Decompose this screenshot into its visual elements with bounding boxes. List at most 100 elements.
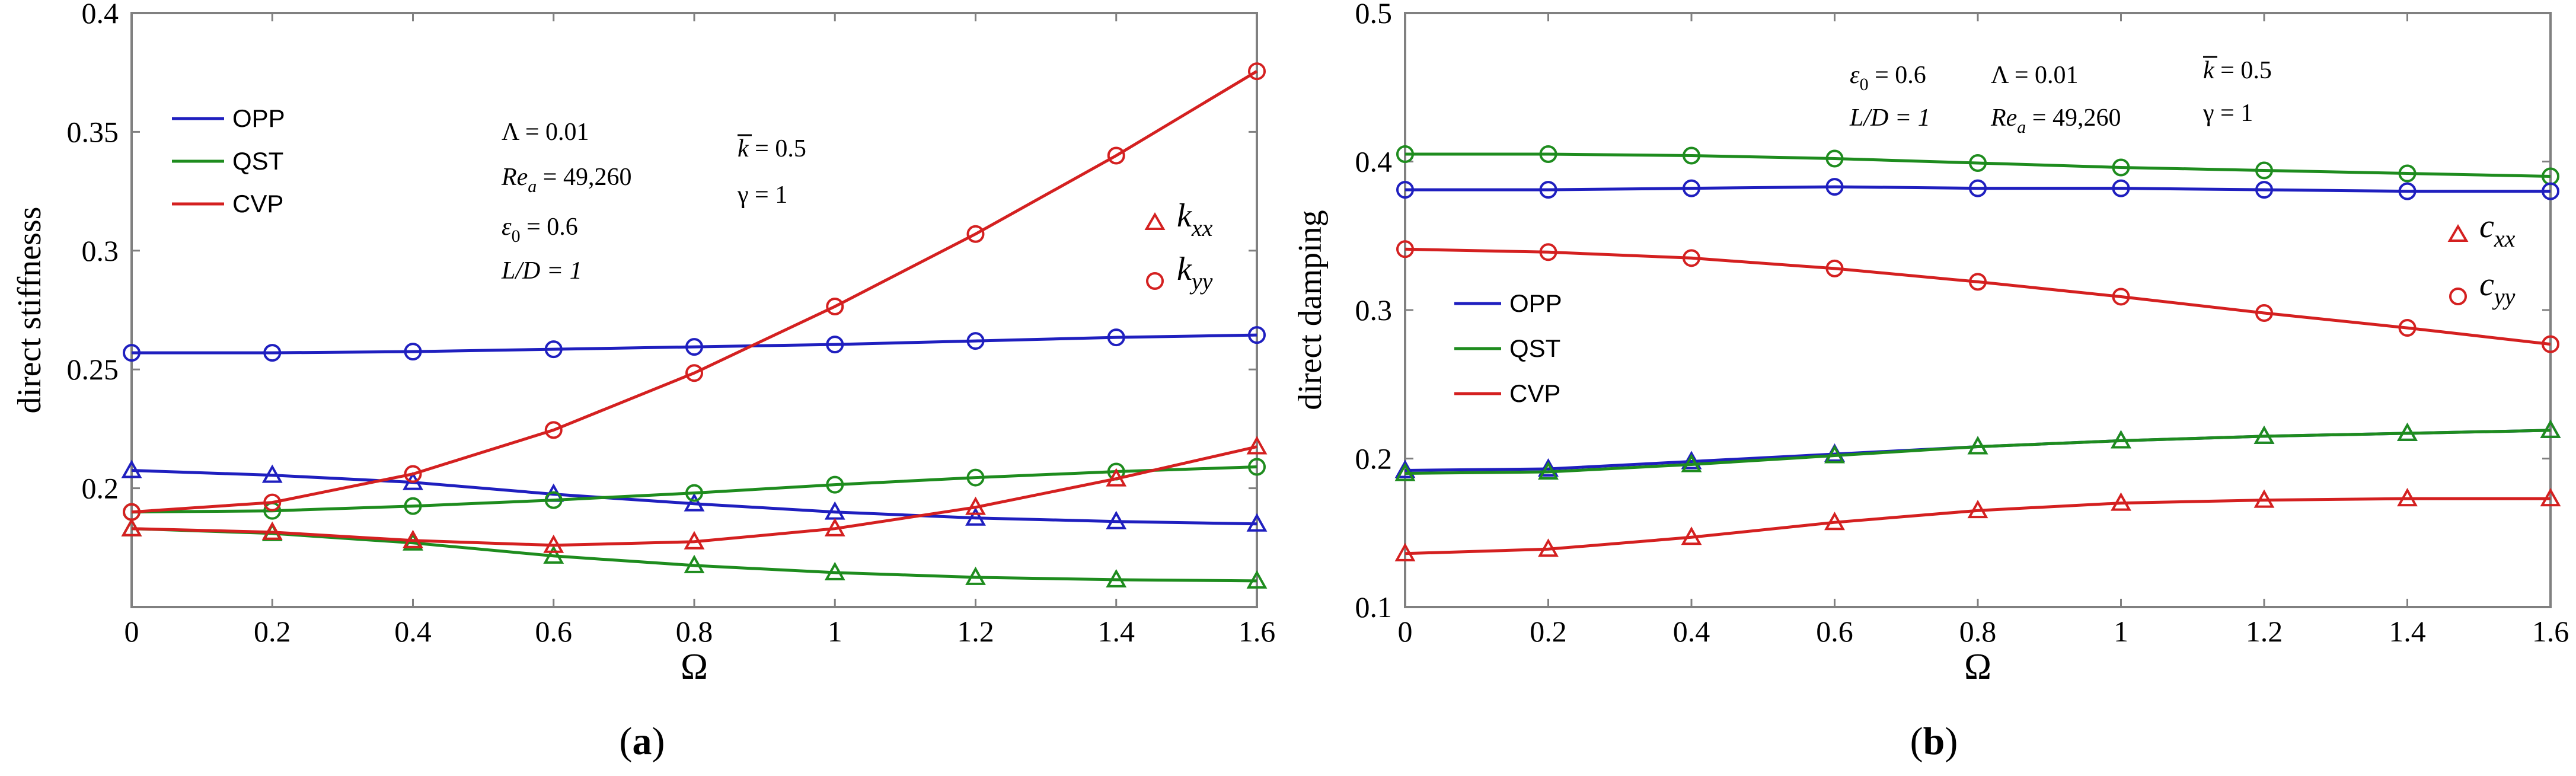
x-tick-label: 1.4 [2389,615,2426,648]
x-axis-label-b: Ω [1964,647,1991,687]
series-line-opp-k-xx [131,469,1257,526]
data-point-qst-k-yy [544,491,563,509]
data-point-cvp-k-yy [263,493,282,512]
data-point-cvp-k-xx [543,534,564,553]
data-point-opp-k-yy [826,336,844,354]
data-point-cvp-k-xx [1106,468,1127,487]
data-point-qst-c-xx [1681,454,1702,472]
legend-label-opp-a: OPP [232,104,285,132]
x-tick-label: 1.2 [2246,615,2283,648]
legend-label-qst-b: QST [1509,334,1560,362]
series-line-opp-c-yy [1405,185,2551,193]
data-point-opp-k-yy [123,344,141,362]
data-point-opp-k-xx [121,459,142,478]
data-point-cvp-k-yy [404,465,422,483]
param-re-a: Rea = 49,260 [501,164,631,196]
data-point-qst-k-xx [965,566,986,585]
data-point-cvp-c-xx [1394,542,1416,561]
data-point-opp-k-yy [544,340,563,359]
data-point-cvp-c-yy [1825,259,1844,277]
marker-legend-circle-b [2449,288,2467,305]
data-point-cvp-c-yy [2112,288,2130,306]
data-point-cvp-k-xx [684,531,705,550]
param-gamma-b: γ = 1 [2202,100,2253,127]
data-point-cvp-k-yy [685,364,703,382]
series-line-qst-k-xx [131,527,1257,583]
data-point-opp-k-yy [1248,326,1266,344]
data-point-qst-k-yy [685,484,703,502]
data-point-qst-c-yy [1825,149,1844,168]
data-point-cvp-k-xx [1246,436,1268,455]
data-point-qst-c-yy [2112,158,2130,177]
x-tick-label: 0.2 [254,615,291,648]
data-point-opp-k-yy [1107,328,1125,347]
x-tick-label: 0.8 [676,615,713,648]
marker-legend-cxx-b: cxx [2479,208,2516,252]
param-k-a: k = 0.5 [738,135,806,162]
data-point-qst-c-yy [2398,164,2417,183]
x-tick-label: 1.6 [1238,615,1276,648]
param-lambda-a: Λ = 0.01 [502,119,589,146]
legend-a: OPP QST CVP [172,104,285,218]
y-axis-label-b: direct damping [1292,210,1329,410]
legend-b: OPP QST CVP [1454,289,1562,407]
series-group-b [1394,145,2561,561]
legend-label-cvp-a: CVP [232,190,283,218]
data-point-qst-k-xx [543,545,564,564]
data-point-qst-c-xx [2397,422,2418,441]
data-point-cvp-c-yy [1539,243,1557,261]
data-point-qst-k-yy [1248,458,1266,476]
param-epsilon-b: ε0 = 0.6 [1850,62,1926,94]
axis-ticks-a: 0 0.2 0.4 0.6 0.8 1 1.2 1.4 1.6 0.2 0.25 0.3 0.35 0.4 [67,0,1276,648]
series-line-cvp-k-xx [131,445,1257,547]
data-point-opp-c-yy [1825,178,1844,196]
data-point-cvp-k-yy [966,225,985,243]
data-point-opp-c-yy [2112,179,2130,197]
marker-legend-a: kxx kyy [1144,197,1213,295]
y-tick-label: 0.2 [82,472,119,505]
data-point-qst-k-xx [824,561,845,580]
data-point-cvp-c-yy [2255,304,2273,322]
parameters-b: ε0 = 0.6 Λ = 0.01 k = 0.5 L/D = 1 Rea = … [1849,56,2272,137]
x-tick-label: 0.8 [1959,615,1997,648]
x-tick-label: 0.4 [1673,615,1710,648]
data-point-cvp-c-xx [2397,488,2418,507]
data-point-cvp-k-xx [121,518,142,537]
data-point-cvp-c-yy [1683,249,1700,267]
marker-legend-triangle-b [2447,224,2469,242]
data-point-opp-k-yy [685,338,703,356]
data-point-cvp-c-xx [2111,492,2131,511]
y-tick-label: 0.5 [1355,0,1393,30]
data-point-cvp-k-xx [965,496,986,515]
x-tick-label: 1.2 [957,615,994,648]
series-line-opp-k-yy [132,333,1257,355]
data-point-cvp-c-xx [1967,500,1988,519]
data-point-opp-c-yy [2255,181,2273,199]
data-point-qst-k-yy [966,468,985,487]
series-line-cvp-k-yy [131,70,1258,514]
series-line-cvp-c-xx [1404,497,2551,555]
data-point-qst-k-xx [1106,569,1127,587]
x-tick-label: 0 [1398,615,1413,648]
y-tick-label: 0.4 [82,0,119,30]
x-tick-label: 1 [2114,615,2128,648]
y-tick-label: 0.2 [1355,442,1393,475]
data-point-cvp-k-xx [261,521,283,540]
parameters-a: Λ = 0.01 Rea = 49,260 ε0 = 0.6 L/D = 1 k… [501,119,806,285]
data-point-opp-k-yy [966,332,985,350]
y-tick-label: 0.3 [1355,293,1393,327]
panel-label-a: (a) [620,720,665,763]
data-point-opp-k-xx [684,493,705,512]
series-line-cvp-c-yy [1404,247,2551,346]
data-point-opp-c-xx [1394,459,1416,478]
marker-legend-triangle-a [1144,212,1166,230]
x-tick-label: 0.4 [394,615,432,648]
y-tick-label: 0.1 [1355,590,1393,624]
data-point-cvp-c-yy [2542,335,2559,353]
data-point-qst-c-xx [2253,425,2275,444]
param-ld-b: L/D = 1 [1849,104,1930,132]
data-point-cvp-k-xx [824,518,845,537]
data-point-cvp-k-yy [826,297,844,315]
data-point-cvp-c-xx [1824,512,1845,531]
data-point-opp-k-xx [1246,513,1268,532]
